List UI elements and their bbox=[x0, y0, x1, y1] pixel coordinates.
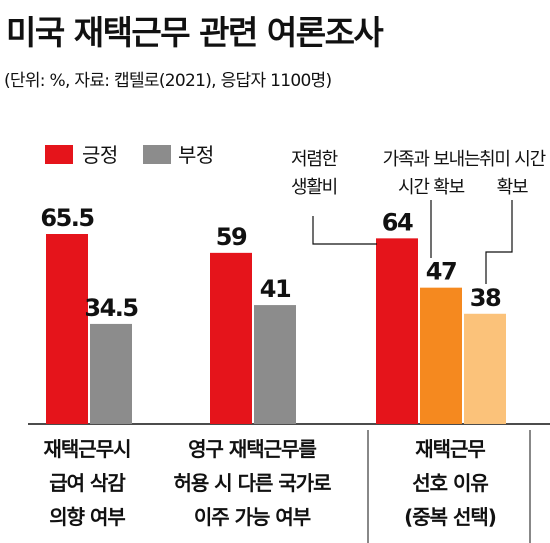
bar bbox=[210, 252, 252, 424]
bar bbox=[254, 305, 296, 424]
category-label: 선호 이유 bbox=[412, 471, 488, 495]
bar bbox=[90, 323, 132, 424]
category-label: (중복 선택) bbox=[404, 505, 496, 529]
value-label: 59 bbox=[216, 223, 247, 251]
legend-label: 긍정 bbox=[82, 143, 118, 167]
bar bbox=[420, 287, 462, 424]
legend-swatch bbox=[143, 145, 171, 164]
chart-subtitle: (단위: %, 자료: 캡텔로(2021), 응답자 1100명) bbox=[4, 71, 332, 91]
annotation-label: 가족과 보내는 bbox=[383, 149, 480, 170]
value-label: 34.5 bbox=[84, 294, 138, 322]
annotation-leader bbox=[312, 216, 377, 245]
category-label: 영구 재택근무를 bbox=[188, 437, 316, 461]
value-label: 64 bbox=[382, 208, 413, 236]
value-label: 41 bbox=[260, 275, 291, 303]
annotation-leader bbox=[485, 200, 513, 284]
category-label: 이주 가능 여부 bbox=[194, 505, 311, 529]
category-label: 급여 삭감 bbox=[49, 471, 126, 495]
category-label: 의향 여부 bbox=[49, 505, 125, 529]
category-label: 재택근무 bbox=[415, 437, 485, 461]
bar bbox=[464, 313, 506, 424]
category-label: 재택근무시 bbox=[44, 437, 131, 461]
legend-swatch bbox=[45, 145, 73, 164]
annotation-label: 저렴한 bbox=[291, 149, 338, 170]
annotation-label: 취미 시간 bbox=[479, 149, 546, 170]
annotation-label: 확보 bbox=[497, 177, 528, 198]
legend-label: 부정 bbox=[178, 143, 214, 167]
value-label: 38 bbox=[470, 284, 501, 312]
annotation-label: 생활비 bbox=[291, 177, 337, 198]
value-label: 47 bbox=[426, 258, 456, 286]
bar bbox=[376, 238, 418, 424]
category-label: 허용 시 다른 국가로 bbox=[173, 471, 331, 495]
value-label: 65.5 bbox=[40, 204, 94, 232]
bar bbox=[46, 234, 88, 424]
annotation-label: 시간 확보 bbox=[398, 177, 465, 198]
chart-title: 미국 재택근무 관련 여론조사 bbox=[6, 13, 384, 52]
